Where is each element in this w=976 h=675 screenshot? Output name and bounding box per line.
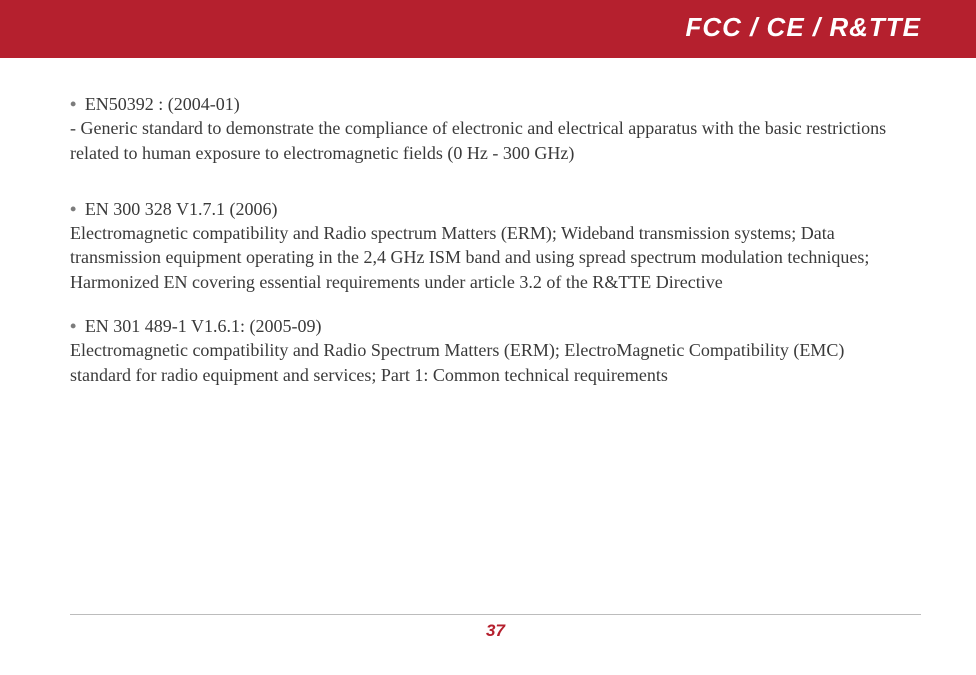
standard-3-title: • EN 301 489-1 V1.6.1: (2005-09)	[70, 314, 906, 338]
header-title: FCC / CE / R&TTE	[685, 12, 921, 43]
page-number: 37	[70, 621, 921, 641]
bullet-icon: •	[70, 316, 76, 336]
bullet-icon: •	[70, 94, 76, 114]
standard-3-title-text: EN 301 489-1 V1.6.1: (2005-09)	[80, 316, 321, 336]
header-bar: FCC / CE / R&TTE	[0, 0, 976, 58]
standard-2-body: Electromagnetic compatibility and Radio …	[70, 221, 906, 294]
standard-2-title: • EN 300 328 V1.7.1 (2006)	[70, 197, 906, 221]
standard-1-body: - Generic standard to demonstrate the co…	[70, 116, 906, 165]
document-body: • EN50392 : (2004-01) - Generic standard…	[0, 58, 976, 387]
standard-2-title-text: EN 300 328 V1.7.1 (2006)	[80, 199, 277, 219]
footer: 37	[70, 614, 921, 641]
standard-1-title: • EN50392 : (2004-01)	[70, 92, 906, 116]
footer-divider	[70, 614, 921, 615]
standard-1-title-text: EN50392 : (2004-01)	[80, 94, 239, 114]
standard-3-body: Electromagnetic compatibility and Radio …	[70, 338, 906, 387]
bullet-icon: •	[70, 199, 76, 219]
